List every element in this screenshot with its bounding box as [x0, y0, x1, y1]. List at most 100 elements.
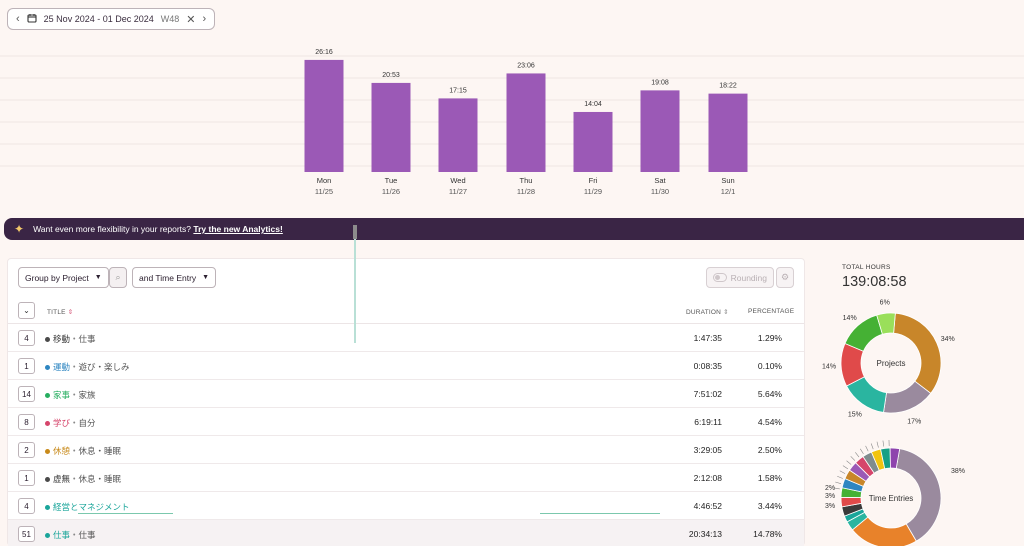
slice-percent-label: 2%	[825, 485, 835, 492]
bar-value-label: 18:22	[719, 83, 737, 90]
donut-slice[interactable]	[893, 312, 942, 394]
drag-handle[interactable]	[353, 225, 357, 239]
project-name: 学び	[53, 418, 71, 428]
day-tick-label: Tue	[385, 176, 398, 185]
table-row[interactable]: 14 家事 • 家族 7:51:02 5.64%	[8, 380, 804, 408]
row-percentage: 3.44%	[757, 501, 782, 511]
table-row[interactable]: 1 運動 • 遊び・楽しみ 0:08:35 0.10%	[8, 352, 804, 380]
project-color-dot	[45, 336, 50, 342]
date-range-picker[interactable]: ‹ 25 Nov 2024 - 01 Dec 2024 W48 ✕ ›	[7, 8, 216, 30]
bar-fri[interactable]	[573, 111, 613, 172]
table-header: ⌄ TITLE ⇕ DURATION ⇕ PERCENTAGE	[8, 299, 804, 324]
day-tick-label: Sun	[721, 176, 734, 185]
bar-sat[interactable]	[640, 90, 680, 172]
row-highlight-line	[78, 513, 173, 514]
date-tick-label: 11/27	[449, 187, 467, 196]
entry-count-badge[interactable]: 14	[18, 386, 35, 402]
project-color-dot	[45, 364, 50, 370]
slice-leader-line	[842, 465, 849, 470]
row-percentage: 4.54%	[757, 417, 782, 427]
client-name: 仕事	[78, 530, 96, 540]
previous-week-button[interactable]: ‹	[16, 13, 20, 25]
report-table-panel: Group by Project ▼ ⌕ and Time Entry ▼ Ro…	[7, 258, 805, 546]
bar-sun[interactable]	[708, 93, 748, 172]
total-hours-label: TOTAL HOURS	[842, 264, 891, 271]
slice-leader-line	[855, 452, 860, 458]
day-tick-label: Wed	[450, 176, 465, 185]
date-tick-label: 12/1	[721, 187, 736, 196]
row-duration: 7:51:02	[693, 389, 722, 399]
week-number: W48	[160, 14, 180, 24]
toggle-switch[interactable]	[713, 273, 727, 282]
sort-icon: ⇕	[67, 309, 74, 316]
search-icon[interactable]: ⌕	[109, 267, 127, 288]
row-title: 移動 • 仕事	[45, 333, 95, 345]
project-name: 虚無	[53, 474, 71, 484]
group-by-dropdown[interactable]: Group by Project ▼	[18, 267, 109, 288]
sub-group-dropdown[interactable]: and Time Entry ▼	[132, 267, 217, 288]
calendar-icon	[27, 13, 37, 25]
project-name: 家事	[53, 390, 71, 400]
row-title: 虚無 • 休息・睡眠	[45, 473, 121, 485]
row-percentage: 1.58%	[757, 473, 782, 483]
client-name: 休息・睡眠	[78, 446, 121, 456]
slice-percent-label: 3%	[825, 493, 835, 500]
donut-slice[interactable]	[876, 312, 896, 335]
entry-count-badge[interactable]: 1	[18, 358, 35, 374]
slice-leader-line	[835, 481, 842, 484]
entry-count-badge[interactable]: 1	[18, 470, 35, 486]
entry-count-badge[interactable]: 4	[18, 498, 35, 514]
row-percentage: 1.29%	[757, 333, 782, 343]
chevron-down-icon: ▼	[94, 274, 102, 281]
bar-mon[interactable]	[304, 59, 344, 172]
project-color-dot	[45, 392, 50, 398]
expand-all-button[interactable]: ⌄	[18, 302, 35, 319]
slice-leader-line	[846, 460, 852, 465]
rounding-settings-icon[interactable]: ⚙	[776, 267, 794, 288]
time-entries-donut-chart: 38%3%2%3%Time Entries	[825, 440, 965, 546]
bar-value-label: 14:04	[584, 101, 602, 108]
next-week-button[interactable]: ›	[202, 13, 207, 25]
daily-hours-bar-chart: 26:16 Mon 11/25 20:53 Tue 11/26 17:15 Wed 11/27 2…	[0, 49, 1024, 196]
try-analytics-link[interactable]: Try the new Analytics!	[193, 224, 283, 234]
project-color-dot	[45, 420, 50, 426]
entry-count-badge[interactable]: 2	[18, 442, 35, 458]
table-row[interactable]: 4 経営とマネジメント 4:46:52 3.44%	[8, 492, 804, 520]
entry-count-badge[interactable]: 51	[18, 526, 35, 542]
row-highlight-line	[540, 513, 660, 514]
donut-slice[interactable]	[889, 447, 901, 469]
bar-value-label: 19:08	[651, 79, 669, 86]
project-name: 運動	[53, 362, 71, 372]
table-row[interactable]: 2 休憩 • 休息・睡眠 3:29:05 2.50%	[8, 436, 804, 464]
bar-tue[interactable]	[371, 82, 411, 172]
bar-thu[interactable]	[506, 73, 546, 172]
row-percentage: 14.78%	[753, 529, 782, 539]
table-row[interactable]: 51 仕事 • 仕事 20:34:13 14.78%	[8, 513, 804, 546]
column-header-duration[interactable]: DURATION ⇕	[686, 309, 729, 316]
table-row[interactable]: 8 学び • 自分 6:19:11 4.54%	[8, 408, 804, 436]
table-row[interactable]: 4 移動 • 仕事 1:47:35 1.29%	[8, 324, 804, 352]
date-tick-label: 11/25	[315, 187, 333, 196]
rounding-toggle[interactable]: Rounding	[706, 267, 774, 288]
column-header-percentage[interactable]: PERCENTAGE	[748, 308, 795, 315]
slice-leader-line	[870, 443, 874, 450]
date-tick-label: 11/30	[651, 187, 669, 196]
projects-donut-chart: 34% 17% 15% 14% 14% 6% Projects	[822, 299, 955, 425]
sparkle-icon: ✦	[14, 222, 25, 236]
bar-wed[interactable]	[438, 98, 478, 172]
slice-leader-line	[865, 445, 869, 452]
entry-count-badge[interactable]: 4	[18, 330, 35, 346]
analytics-promo-banner: ✦ Want even more flexibility in your rep…	[4, 218, 1024, 240]
total-hours-value: 139:08:58	[842, 274, 907, 290]
date-tick-label: 11/26	[382, 187, 400, 196]
row-duration: 1:47:35	[693, 333, 722, 343]
entry-count-badge[interactable]: 8	[18, 414, 35, 430]
row-title: 経営とマネジメント	[45, 501, 130, 513]
sort-icon: ⇕	[723, 309, 729, 316]
table-row[interactable]: 1 虚無 • 休息・睡眠 2:12:08 1.58%	[8, 464, 804, 492]
column-header-title[interactable]: TITLE ⇕	[47, 309, 74, 316]
banner-text: Want even more flexibility in your repor…	[33, 224, 192, 234]
day-tick-label: Sat	[654, 176, 666, 185]
clear-date-icon[interactable]: ✕	[186, 13, 196, 26]
date-range-text: 25 Nov 2024 - 01 Dec 2024	[43, 14, 154, 24]
